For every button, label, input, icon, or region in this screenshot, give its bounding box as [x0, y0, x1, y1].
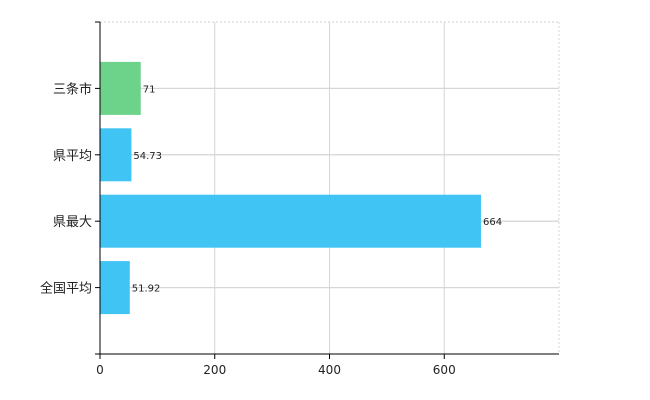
data-label: 54.73	[133, 151, 162, 162]
data-label: 664	[483, 217, 502, 228]
x-tick-label: 200	[203, 363, 226, 377]
bar	[100, 194, 481, 248]
x-tick-label: 400	[318, 363, 341, 377]
category-label: 全国平均	[40, 281, 92, 297]
x-tick-label: 600	[433, 363, 456, 377]
bar	[100, 261, 130, 315]
data-label: 51.92	[132, 284, 161, 295]
category-label: 県最大	[53, 215, 92, 230]
data-label: 71	[143, 84, 156, 95]
bar	[100, 128, 132, 182]
category-label: 県平均	[53, 149, 92, 164]
bar	[100, 61, 141, 115]
category-label: 三条市	[53, 81, 92, 97]
axes	[95, 21, 559, 359]
grid-lines	[100, 21, 560, 354]
x-tick-label: 0	[96, 363, 104, 377]
bars	[100, 61, 481, 315]
